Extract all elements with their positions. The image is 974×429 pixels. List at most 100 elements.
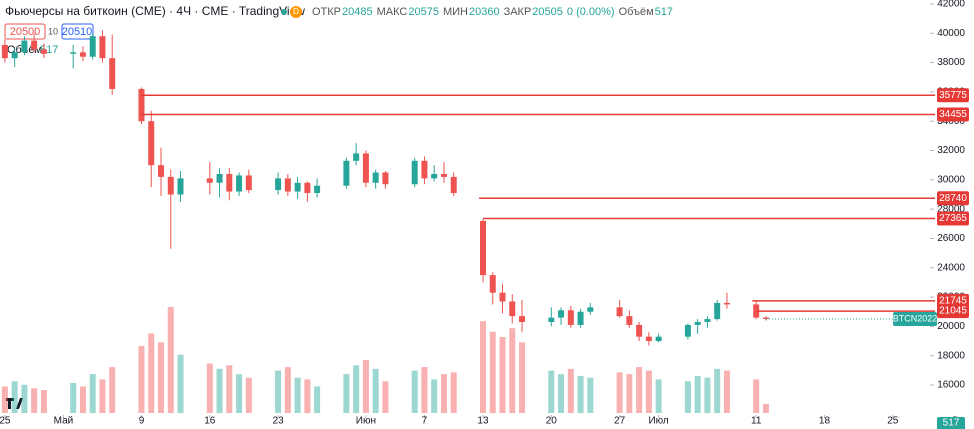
candle-body bbox=[362, 153, 369, 183]
logo[interactable] bbox=[6, 398, 23, 409]
volume-label-box bbox=[937, 417, 965, 429]
volume-bar bbox=[382, 381, 389, 413]
volume-bar bbox=[236, 374, 243, 413]
candle-body bbox=[284, 178, 291, 192]
ask-box[interactable] bbox=[61, 23, 94, 40]
level-label-bg bbox=[937, 191, 969, 206]
volume-bar bbox=[148, 333, 155, 413]
level-label: 35775 bbox=[939, 90, 967, 101]
candle-body bbox=[450, 176, 457, 194]
x-tick-label: 27 bbox=[614, 416, 626, 427]
candle-body bbox=[548, 317, 555, 323]
candle-body bbox=[79, 52, 86, 57]
candle-body bbox=[167, 176, 174, 195]
volume-bar bbox=[314, 386, 321, 413]
volume-value: 517 bbox=[655, 6, 673, 18]
candle-body bbox=[626, 316, 633, 325]
volume-bar bbox=[167, 307, 174, 413]
volume-bar bbox=[109, 367, 116, 413]
candle-body bbox=[216, 173, 223, 183]
volume-bar bbox=[626, 374, 633, 413]
x-tick-label: 23 bbox=[273, 416, 285, 427]
volume-bar bbox=[1, 386, 8, 413]
level-label-bg bbox=[937, 211, 969, 226]
volume-label: Объём bbox=[619, 6, 654, 18]
candle-body bbox=[304, 182, 311, 194]
level-label: 28740 bbox=[939, 193, 967, 204]
volume-bar bbox=[372, 368, 379, 413]
volume-bar bbox=[645, 370, 652, 413]
candle-body bbox=[372, 172, 379, 183]
stat-value: 20505 bbox=[532, 6, 563, 18]
candle-body bbox=[421, 160, 428, 179]
candle-body bbox=[684, 324, 691, 337]
volume-bar bbox=[89, 374, 96, 413]
x-tick-label: 20 bbox=[546, 416, 558, 427]
x-tick-label: Июн bbox=[356, 416, 376, 427]
badge[interactable] bbox=[290, 6, 302, 18]
candle-body bbox=[70, 52, 77, 54]
volume-bar bbox=[499, 337, 506, 413]
x-tick-label: 7 bbox=[422, 416, 428, 427]
volume-bar bbox=[509, 328, 516, 413]
x-tick-label: Июл bbox=[648, 416, 668, 427]
candle-body bbox=[1, 44, 8, 59]
candle-body bbox=[440, 173, 447, 177]
candle-body bbox=[236, 175, 243, 192]
y-tick-label: 18000 bbox=[937, 350, 965, 361]
volume-bar bbox=[714, 368, 721, 413]
level-label: 21045 bbox=[939, 306, 967, 317]
candle-body bbox=[587, 307, 594, 312]
candle-body bbox=[109, 58, 116, 89]
candle-body bbox=[723, 302, 730, 305]
candle-body bbox=[382, 172, 389, 185]
status-dot bbox=[281, 9, 287, 15]
candle-body bbox=[489, 275, 496, 293]
spread: 10 bbox=[48, 26, 58, 36]
volume-bar bbox=[421, 367, 428, 413]
y-tick-label: 32000 bbox=[937, 145, 965, 156]
x-tick-label: 9 bbox=[139, 416, 145, 427]
volume-bar bbox=[177, 354, 184, 413]
volume-bar bbox=[245, 377, 252, 413]
candle-body bbox=[177, 178, 184, 195]
ask: 20510 bbox=[62, 26, 93, 38]
volume-bar bbox=[431, 379, 438, 413]
volume-bar bbox=[762, 403, 769, 413]
volume-bar bbox=[304, 379, 311, 413]
volume-bar bbox=[548, 370, 555, 413]
volume-bar bbox=[479, 321, 486, 413]
candle-body bbox=[343, 160, 350, 186]
candle-body bbox=[519, 316, 526, 323]
volume-bar bbox=[70, 382, 77, 413]
volume-bar bbox=[99, 379, 106, 413]
volume-bar bbox=[275, 370, 282, 413]
candle-body bbox=[499, 292, 506, 302]
level-label-bg bbox=[937, 304, 969, 319]
x-tick-label: 25 bbox=[887, 416, 899, 427]
chart-title: Фьючерсы на биткоин (CME) · 4Ч · CME · T… bbox=[5, 4, 305, 18]
stat-value: 20575 bbox=[408, 6, 439, 18]
x-tick-label: 11 bbox=[751, 416, 762, 427]
volume-bar bbox=[362, 360, 369, 413]
y-tick-label: 16000 bbox=[937, 380, 965, 391]
candle-body bbox=[704, 319, 711, 323]
y-tick-label: 30000 bbox=[937, 174, 965, 185]
volume-bar bbox=[567, 368, 574, 413]
bid-box[interactable] bbox=[4, 23, 46, 40]
volume-bar bbox=[519, 342, 526, 413]
x-tick-label: 13 bbox=[477, 416, 489, 427]
x-tick-label: 16 bbox=[204, 416, 216, 427]
x-tick-label: Май bbox=[54, 416, 74, 427]
badge-text: D bbox=[293, 7, 299, 16]
volume-bar bbox=[704, 377, 711, 413]
candle-body bbox=[40, 49, 47, 54]
candle-body bbox=[567, 310, 574, 325]
volume-bar bbox=[587, 377, 594, 413]
x-tick-label: 18 bbox=[819, 416, 831, 427]
volume-bar bbox=[206, 363, 213, 413]
level-label: 34455 bbox=[939, 109, 967, 120]
volume-bar bbox=[11, 381, 18, 413]
